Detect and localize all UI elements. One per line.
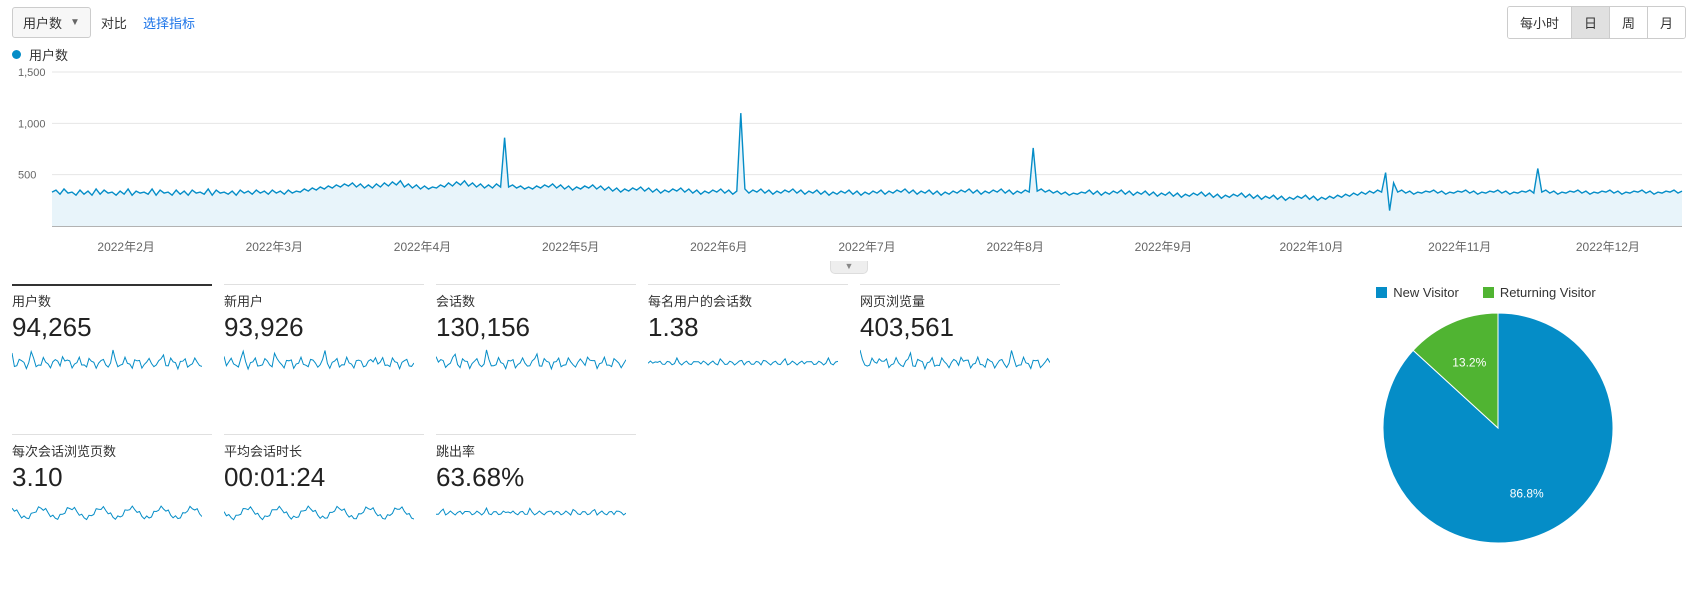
x-axis-tick: 2022年12月 bbox=[1576, 238, 1640, 255]
granularity-option[interactable]: 月 bbox=[1647, 7, 1685, 38]
main-line-chart[interactable]: 500 1,000 1,500 bbox=[12, 66, 1686, 236]
chart-legend-label: 用户数 bbox=[29, 45, 68, 64]
chart-x-axis: 2022年2月 2022年3月 2022年4月 2022年5月 2022年6月 2022年… bbox=[12, 236, 1686, 258]
kpi-label: 每次会话浏览页数 bbox=[12, 441, 212, 460]
kpi-sparkline bbox=[12, 497, 202, 525]
x-axis-tick: 2022年10月 bbox=[1280, 238, 1344, 255]
compare-label: 对比 bbox=[97, 13, 137, 32]
chart-toolbar: 用户数 ▼ 对比 选择指标 每小时日周月 bbox=[0, 0, 1698, 45]
lower-panel: 用户数 94,265 新用户 93,926 会话数 130,156 每名用户的会话数 1.38… bbox=[0, 284, 1698, 553]
pie-slice-label: 13.2% bbox=[1452, 356, 1486, 370]
pie-panel: New Visitor Returning Visitor 86.8% 13.2% bbox=[1298, 284, 1698, 553]
legend-swatch-icon bbox=[1483, 287, 1494, 298]
chart-legend: 用户数 bbox=[0, 45, 1698, 66]
kpi-value: 94,265 bbox=[12, 312, 212, 343]
x-axis-tick: 2022年6月 bbox=[690, 238, 747, 255]
kpi-card[interactable]: 会话数 130,156 bbox=[436, 284, 636, 404]
svg-text:500: 500 bbox=[18, 170, 36, 182]
kpi-label: 用户数 bbox=[12, 291, 212, 310]
kpi-label: 网页浏览量 bbox=[860, 291, 1060, 310]
pie-chart[interactable]: 86.8% 13.2% bbox=[1318, 308, 1678, 553]
legend-swatch-icon bbox=[1376, 287, 1387, 298]
x-axis-tick: 2022年8月 bbox=[986, 238, 1043, 255]
kpi-value: 1.38 bbox=[648, 312, 848, 343]
pie-slice-label: 86.8% bbox=[1510, 486, 1544, 500]
chart-expander[interactable]: ▼ bbox=[0, 256, 1698, 270]
svg-text:1,500: 1,500 bbox=[18, 67, 46, 79]
x-axis-tick: 2022年3月 bbox=[246, 238, 303, 255]
kpi-card[interactable]: 每次会话浏览页数 3.10 bbox=[12, 434, 212, 554]
kpi-value: 130,156 bbox=[436, 312, 636, 343]
primary-metric-dropdown[interactable]: 用户数 ▼ bbox=[12, 7, 91, 38]
granularity-option[interactable]: 每小时 bbox=[1508, 7, 1571, 38]
pie-legend: New Visitor Returning Visitor bbox=[1318, 284, 1678, 300]
primary-metric-label: 用户数 bbox=[23, 13, 62, 32]
granularity-option[interactable]: 日 bbox=[1571, 7, 1609, 38]
kpi-sparkline bbox=[224, 347, 414, 375]
kpi-sparkline bbox=[224, 497, 414, 525]
x-axis-tick: 2022年5月 bbox=[542, 238, 599, 255]
pie-legend-label: Returning Visitor bbox=[1500, 285, 1596, 300]
select-metric-link[interactable]: 选择指标 bbox=[137, 13, 195, 32]
kpi-sparkline bbox=[648, 347, 838, 375]
kpi-card[interactable]: 每名用户的会话数 1.38 bbox=[648, 284, 848, 404]
x-axis-tick: 2022年4月 bbox=[394, 238, 451, 255]
kpi-label: 会话数 bbox=[436, 291, 636, 310]
kpi-label: 每名用户的会话数 bbox=[648, 291, 848, 310]
kpi-card[interactable]: 网页浏览量 403,561 bbox=[860, 284, 1060, 404]
kpi-sparkline bbox=[12, 347, 202, 375]
kpi-value: 63.68% bbox=[436, 462, 636, 493]
kpi-value: 00:01:24 bbox=[224, 462, 424, 493]
chevron-down-icon: ▼ bbox=[70, 17, 80, 28]
kpi-sparkline bbox=[436, 347, 626, 375]
kpi-grid: 用户数 94,265 新用户 93,926 会话数 130,156 每名用户的会话数 1.38… bbox=[0, 284, 1072, 553]
x-axis-tick: 2022年11月 bbox=[1428, 238, 1491, 255]
granularity-toggle: 每小时日周月 bbox=[1507, 6, 1686, 39]
kpi-card[interactable]: 跳出率 63.68% bbox=[436, 434, 636, 554]
kpi-card[interactable]: 用户数 94,265 bbox=[12, 284, 212, 404]
x-axis-tick: 2022年9月 bbox=[1135, 238, 1192, 255]
kpi-value: 93,926 bbox=[224, 312, 424, 343]
x-axis-tick: 2022年7月 bbox=[838, 238, 895, 255]
granularity-option[interactable]: 周 bbox=[1609, 7, 1647, 38]
kpi-card[interactable]: 新用户 93,926 bbox=[224, 284, 424, 404]
kpi-value: 3.10 bbox=[12, 462, 212, 493]
pie-legend-label: New Visitor bbox=[1393, 285, 1459, 300]
kpi-sparkline bbox=[860, 347, 1050, 375]
x-axis-tick: 2022年2月 bbox=[97, 238, 154, 255]
kpi-sparkline bbox=[436, 497, 626, 525]
kpi-label: 平均会话时长 bbox=[224, 441, 424, 460]
legend-dot-icon bbox=[12, 50, 21, 59]
kpi-label: 新用户 bbox=[224, 291, 424, 310]
kpi-value: 403,561 bbox=[860, 312, 1060, 343]
svg-text:1,000: 1,000 bbox=[18, 118, 46, 130]
kpi-label: 跳出率 bbox=[436, 441, 636, 460]
kpi-card[interactable]: 平均会话时长 00:01:24 bbox=[224, 434, 424, 554]
